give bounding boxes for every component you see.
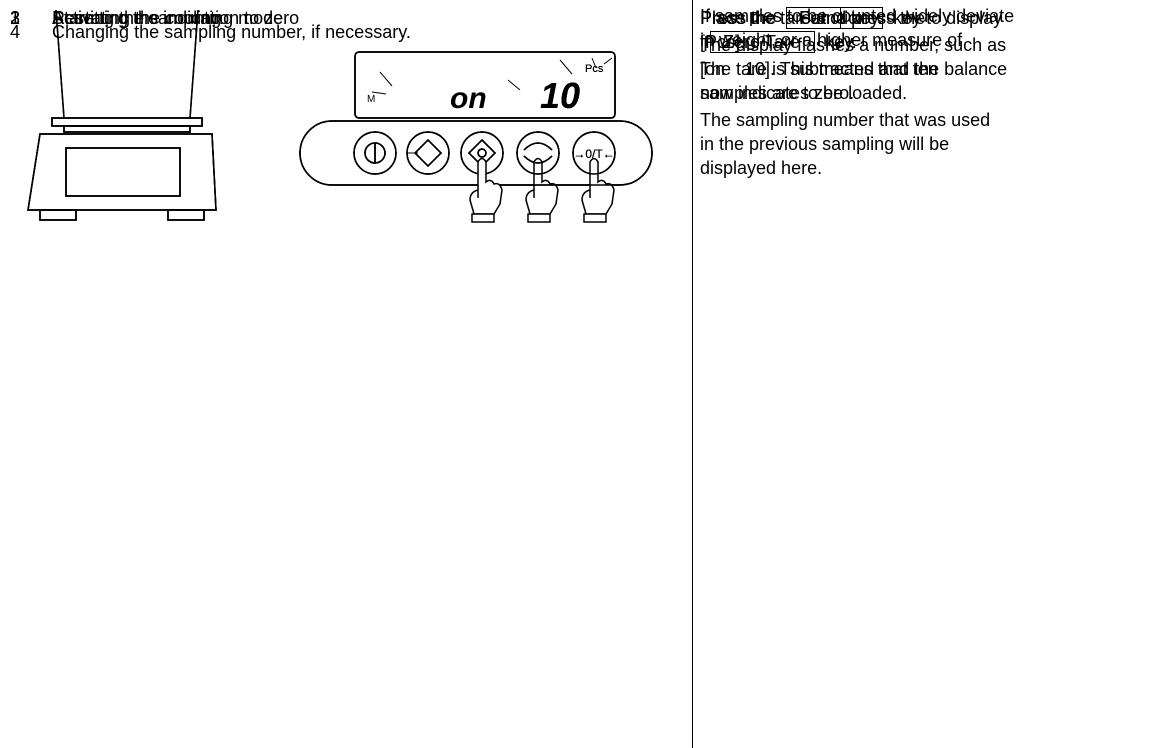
text-line: Place the tare and press the — [700, 8, 926, 28]
illustration-part — [581, 157, 615, 215]
text-line: Zero/Tare key. — [700, 30, 1128, 54]
step-number: 1 — [10, 8, 21, 28]
text: key. — [851, 8, 883, 28]
illustration-part — [299, 120, 653, 186]
text-line: [on 10]. This means that ten — [700, 59, 938, 79]
display-unit: Pcs — [585, 63, 604, 75]
text-line: The display flashes a number, such as — [700, 35, 1007, 55]
text-line: samples are to be loaded. — [700, 83, 908, 103]
illustration-part — [27, 133, 217, 211]
text-line: [Pcs]. — [700, 32, 746, 52]
description-cell: If samples to be counted widely deviate i… — [700, 4, 1128, 55]
step-number: 2 — [10, 8, 21, 28]
illustration-part — [189, 9, 199, 119]
description-cell: Press the Set key. The display flashes a nu… — [700, 6, 1128, 183]
illustration-part — [591, 57, 597, 69]
illustration-part — [471, 213, 495, 223]
key-label: →0/T← — [573, 147, 614, 161]
illustration-part — [572, 131, 616, 175]
key-label: →0/T← — [573, 147, 614, 161]
step-title: 3 Starting the sampling — [10, 8, 221, 29]
key-name: Set — [786, 7, 842, 29]
illustration-part — [364, 142, 386, 164]
illustration-part — [516, 131, 560, 175]
key-label: →0/T← — [573, 147, 614, 161]
paragraph: The display flashes a number, such as [on… — [700, 33, 1128, 105]
step-text: Activating the counting mode — [52, 8, 284, 28]
text: Press the — [700, 8, 777, 28]
text-line: If samples to be counted widely deviate — [700, 6, 1015, 26]
text-line: displayed here. — [700, 158, 823, 178]
step-text: Changing the sampling number, if necessa… — [52, 22, 411, 42]
display-unit: Pcs — [585, 63, 604, 75]
step-text: Resetting the indication to zero — [52, 8, 300, 28]
illustration-part — [603, 57, 613, 65]
illustration-part — [559, 59, 573, 75]
text-line: in weight, or a higher measure of — [700, 30, 963, 50]
text-line: Press the Set key. — [700, 6, 1128, 30]
text-line: The tare is subtracted and the balance — [700, 59, 1008, 79]
display-digits: 0 — [560, 75, 580, 116]
display-digits: 10 — [540, 75, 580, 116]
illustration-part — [523, 142, 553, 164]
text-line: now indicates zero. — [700, 83, 855, 103]
illustration-part — [583, 213, 607, 223]
step-title: 4 Changing the sampling number, if necess… — [10, 22, 411, 43]
paragraph: Press the Set key. — [700, 6, 1128, 30]
text-line: in the previous sampling will be — [700, 134, 950, 154]
step-text: Starting the sampling — [52, 8, 222, 28]
illustration-part — [406, 131, 450, 175]
text: Press the — [700, 8, 777, 28]
illustration-part — [65, 147, 181, 197]
text-line: Press the Function key to display — [700, 6, 1128, 30]
display-word: on — [450, 82, 487, 115]
key-name: Zero/Tare — [710, 31, 816, 53]
illustration-part — [353, 131, 397, 175]
illustration: 10 Pcs M on →0/T← — [27, 9, 653, 223]
step-title: 2 Resetting the indication to zero — [10, 8, 299, 29]
step-number: 3 — [10, 8, 21, 28]
illustration-part — [55, 9, 65, 119]
paragraph: The sampling number that was used in the … — [700, 108, 1128, 180]
illustration-part — [379, 71, 393, 87]
illustration-part — [63, 125, 191, 133]
text: key to display — [893, 8, 1003, 28]
illustration-part — [527, 213, 551, 223]
illustration-part — [469, 157, 503, 215]
illustration-part — [507, 79, 521, 91]
display-unit: Pcs — [585, 63, 604, 75]
illustration-part — [167, 209, 205, 221]
text-line: The sampling number that was used — [700, 110, 991, 130]
step-number: 4 — [10, 22, 21, 42]
illustration-part — [413, 138, 443, 168]
illustration-part — [354, 51, 616, 119]
paragraph: Press the Function key to display [Pcs]. — [700, 6, 1128, 54]
step-cell: 4 Changing the sampling number, if necess… — [10, 0, 693, 748]
illustration-part — [525, 157, 559, 215]
illustration-part — [371, 91, 387, 95]
text: key. — [825, 32, 857, 52]
description-cell: Place the tare and press the Zero/Tare key… — [700, 6, 1128, 108]
display-mode: M — [367, 94, 375, 105]
display-digits: 0 — [560, 75, 580, 116]
description-cell: Press the Function key to display [Pcs]. — [700, 6, 1128, 57]
illustration-part — [477, 148, 487, 158]
paragraph: Place the tare and press the Zero/Tare key… — [700, 6, 1128, 54]
paragraph: The tare is subtracted and the balance no… — [700, 57, 1128, 105]
paragraph: If samples to be counted widely deviate i… — [700, 4, 1128, 52]
step-title: 1 Activating the counting mode — [10, 8, 283, 29]
illustration-part — [39, 209, 77, 221]
